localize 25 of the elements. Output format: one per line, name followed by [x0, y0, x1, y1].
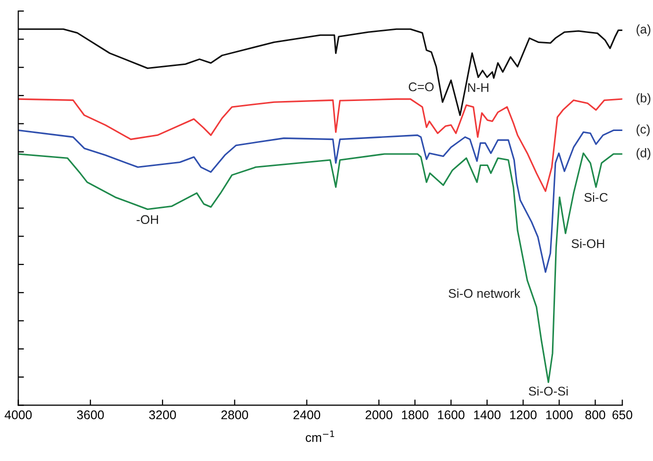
annotation: Si-C	[584, 192, 608, 202]
x-tick-label: 1600	[438, 410, 464, 420]
x-tick-label: 800	[585, 410, 606, 420]
x-tick-label: 1800	[402, 410, 428, 420]
x-tick-label: 650	[612, 410, 632, 420]
x-tick-label: 3200	[149, 410, 176, 420]
series-label: (c)	[636, 124, 650, 136]
series-label: (d)	[636, 148, 650, 160]
x-tick-label: 1400	[474, 410, 500, 420]
annotation: C=O	[408, 82, 434, 92]
x-tick-label: 3600	[76, 410, 104, 420]
x-tick-label: 1000	[546, 410, 573, 420]
x-axis-title: cm$^{−1}$	[306, 430, 334, 442]
x-tick-label: 2800	[221, 410, 248, 420]
annotation: Si-O-Si	[528, 386, 568, 396]
annotation: N-H	[468, 83, 488, 92]
x-tick-label: 1200	[510, 410, 537, 420]
series-label: (a)	[636, 24, 650, 36]
x-tick-label: 2400	[294, 410, 320, 420]
annotation: -OH	[136, 215, 158, 224]
annotation: Si-O network	[448, 288, 520, 298]
x-tick-label: 4000	[4, 410, 32, 420]
x-tick-label: 2000	[366, 410, 392, 420]
series-label: (b)	[636, 93, 650, 105]
annotation: Si-OH	[572, 238, 604, 248]
